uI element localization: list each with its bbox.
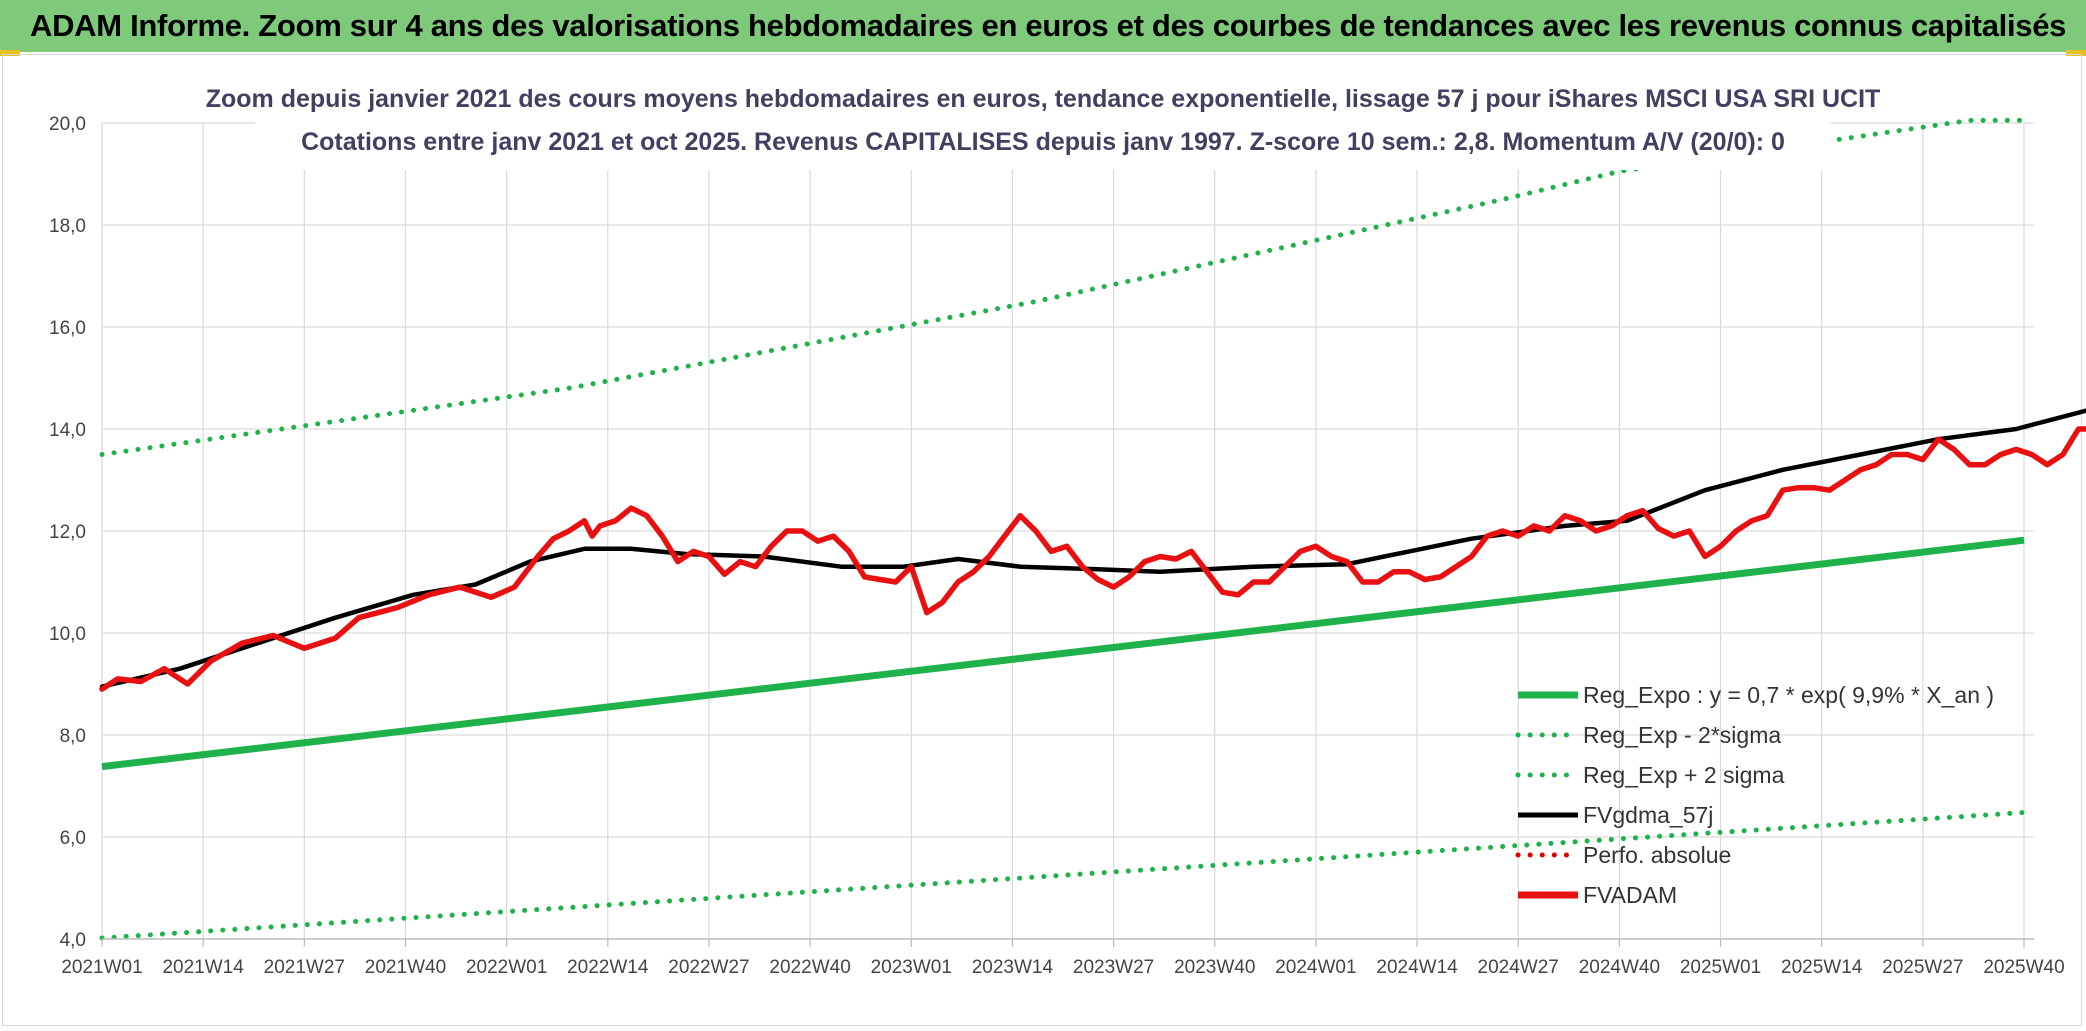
reg-expo-series-line [101,536,2025,771]
y-tick-label: 18,0 [49,216,86,237]
x-tick-label: 2025W01 [1680,957,1761,978]
chart-grid [101,122,2034,940]
y-tick-label: 20,0 [49,114,86,135]
x-tick-label: 2022W27 [668,957,749,978]
legend-label: Reg_Expo : y = 0,7 * exp( 9,9% * X_an ) [1583,682,1994,708]
x-tick-label: 2022W40 [769,957,850,978]
y-tick-label: 10,0 [49,624,86,645]
legend-label: Reg_Exp - 2*sigma [1583,722,1781,748]
chart-frame [2,54,2082,1026]
legend-label: FVADAM [1583,882,1677,908]
reg-exp-plus-2sigma-series-line [99,117,2027,457]
chart-title-line1: Zoom depuis janvier 2021 des cours moyen… [206,85,1881,113]
x-tick-label: 2024W27 [1478,957,1559,978]
x-tick-label: 2024W01 [1275,957,1356,978]
chart-title-line2: Cotations entre janv 2021 et oct 2025. R… [301,128,1785,156]
y-tick-label: 4,0 [60,930,86,951]
x-tick-label: 2021W14 [162,957,244,978]
x-tick-label: 2023W40 [1174,957,1255,978]
chart-axes: 4,0 6,0 8,0 10,0 12,0 14,0 16,0 18,0 20,0 2021W01… [49,114,2065,978]
chart-legend: Reg_Expo : y = 0,7 * exp( 9,9% * X_an ) R… [1515,682,1994,908]
x-tick-label: 2025W40 [1983,957,2064,978]
corner-accent-right [2066,50,2086,56]
report-title: ADAM Informe. Zoom sur 4 ans des valoris… [30,8,2067,43]
x-tick-label: 2023W14 [972,957,1054,978]
y-tick-label: 12,0 [49,522,86,543]
reg-exp-minus-2sigma-series-line [99,810,2027,941]
x-tick-label: 2022W14 [567,957,649,978]
corner-accent-left [0,50,20,56]
y-tick-label: 8,0 [60,726,86,747]
report-banner: ADAM Informe. Zoom sur 4 ans des valoris… [0,0,2086,52]
fvgdma-57j-series-line [99,408,2086,689]
chart-title-background [255,82,1830,170]
x-tick-label: 2021W01 [61,957,142,978]
x-tick-label: 2024W40 [1579,957,1660,978]
legend-label: Reg_Exp + 2 sigma [1583,762,1785,788]
legend-label: FVgdma_57j [1583,802,1713,828]
x-tick-label: 2022W01 [466,957,547,978]
legend-label: Perfo. absolue [1583,842,1731,868]
x-tick-label: 2023W27 [1073,957,1154,978]
x-tick-label: 2024W14 [1376,957,1458,978]
x-tick-label: 2025W27 [1882,957,1963,978]
y-tick-label: 14,0 [49,420,86,441]
y-tick-label: 6,0 [60,828,86,849]
x-tick-label: 2021W40 [365,957,446,978]
x-tick-label: 2021W27 [264,957,345,978]
x-tick-label: 2023W01 [871,957,952,978]
y-tick-label: 16,0 [49,318,86,339]
fvadam-series-line [99,426,2086,692]
chart-series [99,117,2086,941]
x-tick-label: 2025W14 [1781,957,1863,978]
